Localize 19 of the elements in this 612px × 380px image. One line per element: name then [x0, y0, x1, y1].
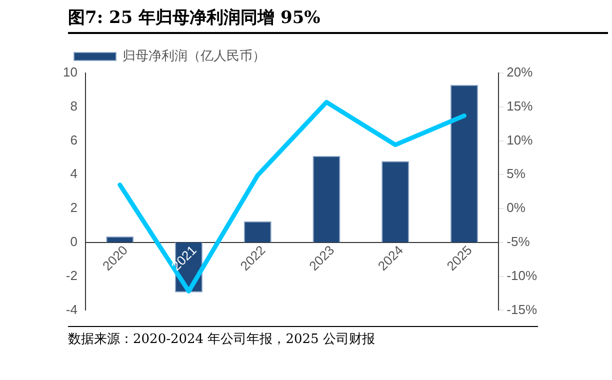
y-tick-label: 2	[70, 200, 78, 216]
y-tick-label: -4	[66, 302, 78, 317]
y2-tick-label: -15%	[506, 302, 538, 317]
y-tick-label: -2	[66, 268, 78, 283]
legend-label: 归母净利润（亿人民币）	[122, 48, 266, 64]
chart-title: 图7: 25 年归母净利润同增 95%	[68, 6, 608, 34]
y-tick-label: 0	[70, 234, 78, 250]
y-tick-label: 4	[70, 166, 78, 182]
y2-tick-label: 5%	[506, 166, 526, 182]
y2-tick-label: -10%	[506, 268, 538, 283]
y2-tick-label: 10%	[506, 132, 534, 148]
y2-tick-label: 15%	[506, 98, 534, 114]
y2-tick-label: 0%	[506, 200, 526, 216]
y-tick-label: 10	[62, 64, 78, 80]
y2-tick-label: -5%	[506, 234, 530, 250]
y-tick-label: 6	[70, 132, 78, 148]
y2-tick-label: 20%	[506, 64, 534, 80]
source-note: 数据来源：2020-2024 年公司年报，2025 公司财报	[68, 326, 538, 349]
y-tick-label: 8	[70, 98, 78, 114]
